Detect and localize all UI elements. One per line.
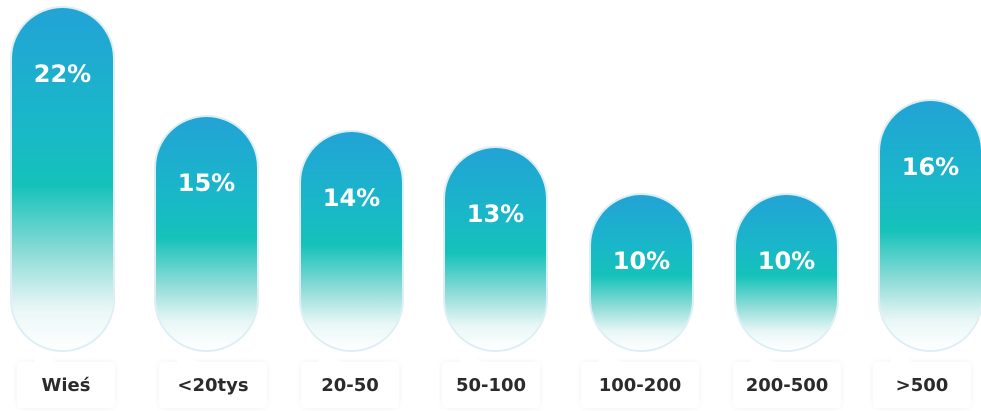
category-label: 100-200 xyxy=(581,352,699,408)
bar-50-100: 13% xyxy=(445,147,546,350)
category-label: Wieś xyxy=(17,352,115,408)
bar-<20tys: 15% xyxy=(156,116,257,350)
bar-value-label: 16% xyxy=(901,153,960,182)
bar-value-label: 22% xyxy=(33,60,92,88)
category-label: 20-50 xyxy=(301,352,399,408)
category-label: 50-100 xyxy=(442,352,540,408)
bar-20-50: 14% xyxy=(301,132,402,350)
bar->500: 16% xyxy=(880,101,981,350)
category-label: <20tys xyxy=(159,352,267,408)
bar-Wieś: 22% xyxy=(12,8,113,350)
bar-value-label: 15% xyxy=(177,168,236,197)
category-label: >500 xyxy=(873,352,971,408)
bar-value-label: 13% xyxy=(466,199,525,228)
bar-value-label: 14% xyxy=(322,184,381,213)
bar-value-label: 10% xyxy=(612,246,671,275)
category-label: 200-500 xyxy=(733,352,841,408)
bar-200-500: 10% xyxy=(736,194,837,350)
bar-value-label: 10% xyxy=(757,246,816,275)
bar-100-200: 10% xyxy=(591,194,692,350)
